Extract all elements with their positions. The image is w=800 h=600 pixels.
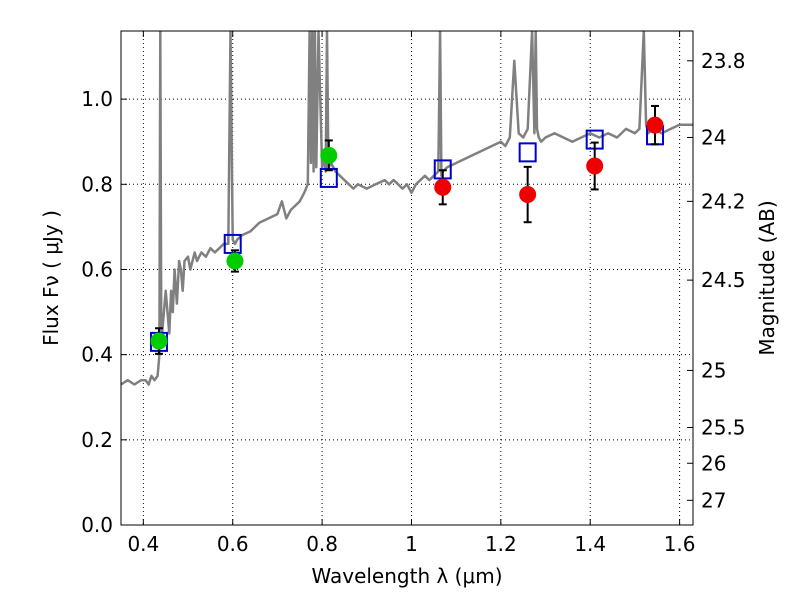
plot-frame: [120, 30, 694, 526]
y2-tick-label: 26: [701, 451, 726, 475]
observed-photometry-point: [586, 157, 604, 175]
x-tick-label: 0.8: [306, 532, 338, 556]
y2-tick-label: 24.2: [701, 189, 746, 213]
x-tick-label: 1.6: [664, 532, 696, 556]
x-tick-label: 0.6: [217, 532, 249, 556]
observed-photometry-point: [226, 252, 244, 270]
y-tick-label: 1.0: [81, 87, 113, 111]
y-tick-label: 0.6: [81, 257, 113, 281]
y2-tick-label: 24.5: [701, 268, 746, 292]
observed-photometry-point: [320, 146, 338, 164]
series-group: [121, 31, 693, 386]
observed-photometry-point: [434, 178, 452, 196]
model-photometry-square: [518, 142, 537, 163]
grid: [121, 31, 693, 525]
x-tick-label: 1: [405, 532, 418, 556]
plot-background: [121, 31, 693, 525]
x-tick-label: 0.4: [127, 532, 159, 556]
observed-photometry-point: [646, 116, 664, 134]
observed-photometry-point: [519, 186, 537, 204]
y2-tick-label: 27: [701, 488, 726, 512]
x-tick-label: 1.4: [574, 532, 606, 556]
y-axis-label: Flux Fν ( μJy ): [39, 210, 63, 346]
y2-tick-label: 25.5: [701, 415, 746, 439]
y2-tick-label: 24: [701, 125, 726, 149]
right-axis-label: Magnitude (AB): [755, 200, 779, 355]
y2-tick-label: 25: [701, 358, 726, 382]
y-tick-label: 0.8: [81, 172, 113, 196]
y2-tick-label: 23.8: [701, 49, 746, 73]
y-tick-label: 0.4: [81, 343, 113, 367]
x-axis-label: Wavelength λ (μm): [311, 564, 502, 588]
axes: 0.4 0.6 0.8 1 1.2 1.4 1.6 0.0 0.2 0.4 0.6 0.8 1.0 23.…: [81, 31, 746, 556]
y-tick-label: 0.0: [81, 513, 113, 537]
plot-area: [121, 31, 693, 386]
y-tick-label: 0.2: [81, 428, 113, 452]
x-tick-label: 1.2: [485, 532, 517, 556]
observed-photometry-point: [150, 332, 168, 350]
